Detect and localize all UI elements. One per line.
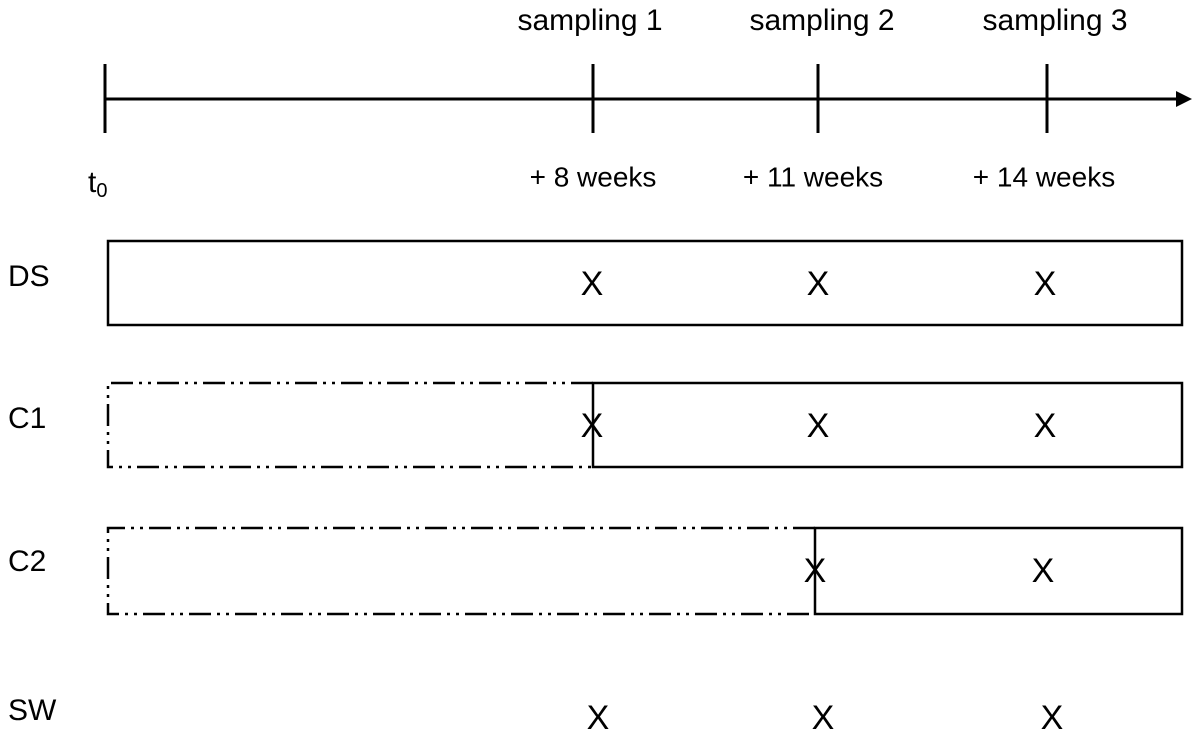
row-box-dashed: [106, 526, 815, 616]
generated: sampling 1 + 8 weeks sampling 2 + 11 weeks s…: [8, 4, 1128, 737]
sample-mark: X: [581, 265, 604, 303]
sampling-title: sampling 1: [517, 4, 662, 37]
row-box-dashed: [106, 381, 593, 469]
axis-arrow: [1176, 91, 1192, 107]
sample-mark: X: [1032, 552, 1055, 590]
sample-mark: X: [807, 265, 830, 303]
start-subscript: 0: [96, 180, 107, 202]
sampling-time: + 11 weeks: [743, 161, 883, 192]
row-box: [813, 526, 1184, 616]
timeline: [103, 64, 1192, 133]
sample-mark: X: [1034, 407, 1057, 445]
start-label: t0: [88, 166, 107, 202]
sample-mark: X: [1034, 265, 1057, 303]
row-label: C2: [8, 545, 46, 578]
sample-mark: X: [812, 699, 835, 737]
sample-mark: X: [581, 407, 604, 445]
row-box: [591, 381, 1184, 469]
row-label: SW: [8, 694, 57, 727]
sample-mark: X: [587, 699, 610, 737]
row-label: DS: [8, 260, 50, 293]
start-t: t: [88, 166, 97, 199]
sampling-time: + 14 weeks: [973, 161, 1115, 192]
sample-mark: X: [807, 407, 830, 445]
row-box: [106, 239, 1184, 327]
boxes: [106, 239, 1184, 616]
sampling-title: sampling 3: [982, 4, 1127, 37]
sampling-time: + 8 weeks: [530, 161, 657, 192]
sample-mark: X: [1041, 699, 1064, 737]
sample-mark: X: [804, 552, 827, 590]
sampling-title: sampling 2: [749, 4, 894, 37]
row-label: C1: [8, 402, 46, 435]
